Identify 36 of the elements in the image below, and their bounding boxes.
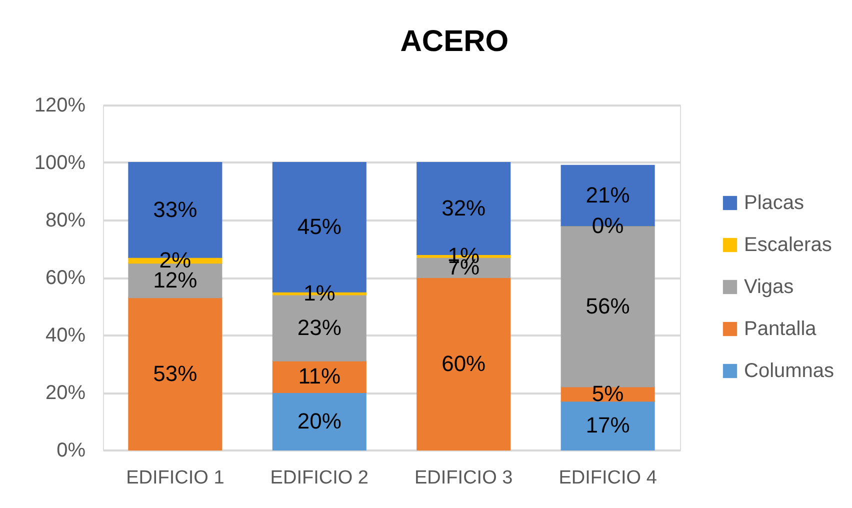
- data-label: 17%: [586, 412, 630, 438]
- data-label: 32%: [442, 196, 486, 220]
- legend-label: Placas: [744, 192, 804, 214]
- y-tick-label: 120%: [34, 94, 86, 116]
- y-tick-label: 20%: [45, 382, 86, 404]
- data-label: 1%: [303, 280, 336, 306]
- chart-title: ACERO: [400, 25, 509, 58]
- data-label: 23%: [297, 314, 342, 340]
- data-label: 11%: [298, 364, 341, 389]
- x-tick-label: EDIFICIO 2: [270, 468, 368, 488]
- x-tick-label: EDIFICIO 3: [414, 468, 513, 488]
- legend-label: Pantalla: [744, 318, 818, 340]
- legend-label: Escaleras: [744, 234, 832, 256]
- data-label: 21%: [586, 182, 630, 208]
- bar: [272, 392, 366, 450]
- data-label: 33%: [153, 196, 198, 222]
- y-tick-label: 60%: [45, 267, 86, 289]
- y-tick-label: 100%: [34, 152, 86, 174]
- y-tick-label: 0%: [56, 440, 86, 462]
- x-tick-label: EDIFICIO 4: [558, 468, 658, 488]
- bar: [128, 297, 222, 450]
- data-label: 56%: [586, 293, 630, 318]
- x-tick-label: EDIFICIO 1: [126, 468, 224, 488]
- legend-label: Columnas: [744, 360, 834, 382]
- bar: [416, 277, 511, 450]
- bar: [560, 400, 655, 450]
- data-label: 12%: [153, 267, 198, 292]
- data-label: 0%: [592, 212, 624, 238]
- data-label: 60%: [442, 350, 486, 376]
- data-label: 53%: [153, 360, 198, 386]
- legend-label: Vigas: [744, 276, 794, 298]
- data-label: 20%: [297, 408, 342, 434]
- data-label: 5%: [592, 380, 624, 406]
- y-tick-label: 40%: [45, 324, 86, 346]
- y-tick-label: 80%: [45, 210, 86, 232]
- data-label: 45%: [297, 214, 342, 240]
